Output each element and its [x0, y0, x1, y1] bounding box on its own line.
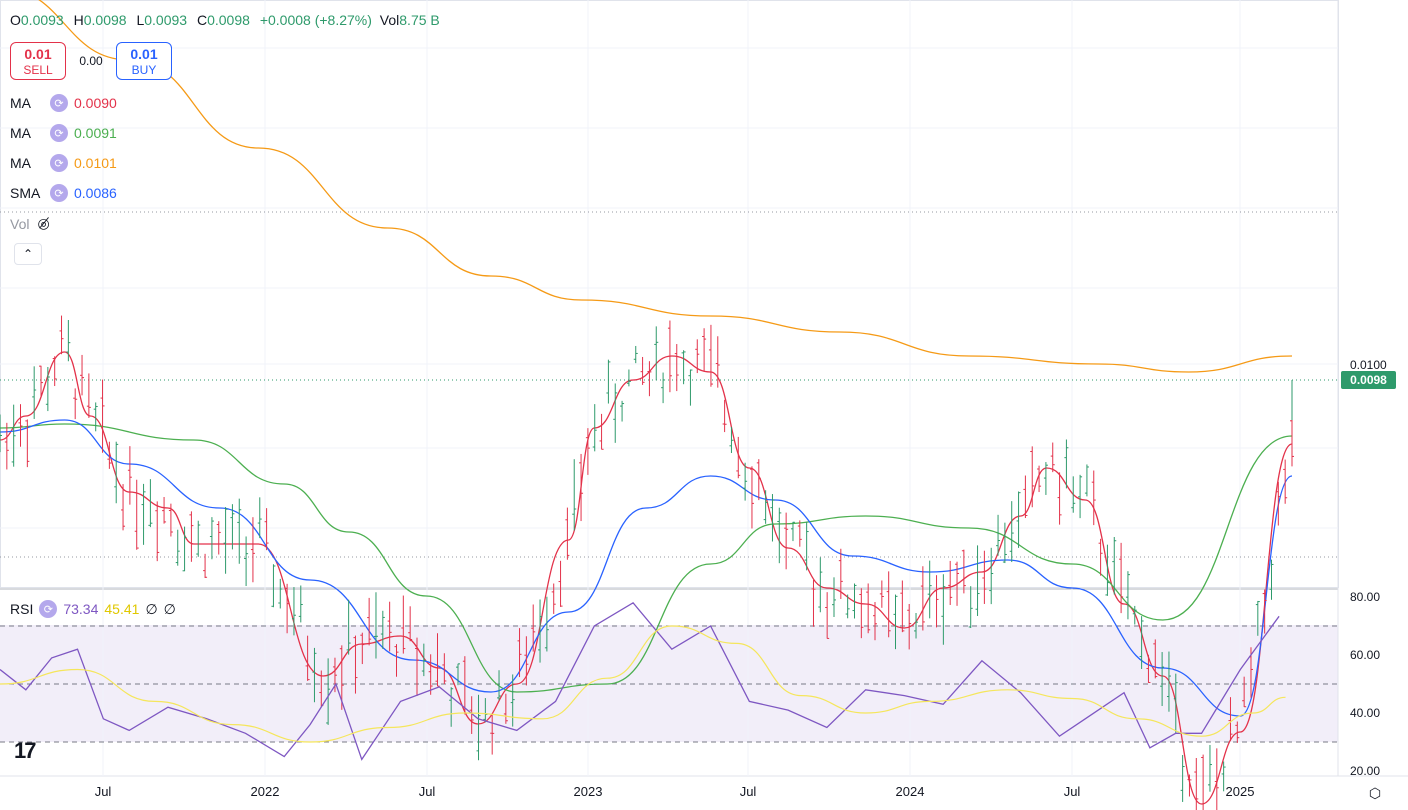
rsi-axis-label: 60.00 [1350, 648, 1380, 662]
sell-button[interactable]: 0.01 SELL [10, 42, 66, 80]
buy-button[interactable]: 0.01 BUY [116, 42, 172, 80]
settings-icon[interactable]: ⬡ [1368, 785, 1382, 801]
refresh-icon[interactable]: ⟳ [50, 124, 68, 142]
close-label: C [196, 12, 208, 28]
time-axis-label: Jul [95, 784, 112, 799]
rsi-axis-label: 40.00 [1350, 706, 1380, 720]
indicator-value: 0.0090 [74, 95, 117, 111]
rsi-line [0, 601, 1280, 761]
rsi-ma-value: 45.41 [104, 601, 140, 617]
refresh-icon[interactable]: ⟳ [50, 184, 68, 202]
indicator-name: MA [10, 125, 31, 141]
indicator-sma[interactable]: SMA ⟳ 0.0086 [10, 184, 117, 202]
price-axis-label: 0.0100 [1350, 358, 1387, 372]
refresh-icon[interactable]: ⟳ [50, 94, 68, 112]
sell-price: 0.01 [24, 46, 52, 62]
chevron-up-icon: ⌃ [22, 247, 34, 261]
indicator-value: 0.0101 [74, 155, 117, 171]
time-axis-label: Jul [419, 784, 436, 799]
ma-line-ma [0, 351, 1293, 805]
vol-value: 8.75 B [399, 12, 440, 28]
change-value: +0.0008 (+8.27%) [259, 12, 372, 28]
rsi-name: RSI [10, 601, 34, 617]
buy-label: BUY [131, 63, 157, 77]
indicator-value: 0.0091 [74, 125, 117, 141]
buy-price: 0.01 [130, 46, 158, 62]
ohlc-legend: O0.0093 H0.0098 L0.0093 C0.0098 +0.0008 … [10, 12, 446, 28]
volume-label: Vol [10, 215, 30, 232]
indicator-ma-3[interactable]: MA ⟳ 0.0101 [10, 154, 117, 172]
rsi-extra-1: ∅ [145, 600, 158, 617]
time-axis-label: Jul [740, 784, 757, 799]
collapse-legend-button[interactable]: ⌃ [14, 243, 42, 265]
sell-label: SELL [23, 63, 53, 77]
indicator-ma-2[interactable]: MA ⟳ 0.0091 [10, 124, 117, 142]
rsi-legend[interactable]: RSI ⟳ 73.34 45.41 ∅ ∅ [10, 600, 176, 618]
close-value: 0.0098 [207, 12, 250, 28]
low-value: 0.0093 [144, 12, 188, 28]
time-axis-label: Jul [1064, 784, 1081, 799]
indicator-name: MA [10, 155, 31, 171]
indicator-value: 0.0086 [74, 185, 117, 201]
trade-panel: 0.01 SELL 0.00 0.01 BUY [10, 42, 172, 80]
current-price-tag: 0.0098 [1341, 371, 1396, 389]
indicator-name: SMA [10, 185, 41, 201]
rsi-extra-2: ∅ [163, 600, 176, 617]
rsi-value: 73.34 [63, 601, 99, 617]
time-axis-label: 2022 [251, 784, 280, 799]
refresh-icon[interactable]: ⟳ [39, 600, 58, 618]
ma-line-ma [0, 423, 1293, 693]
ma-line-sma [0, 419, 1293, 717]
tradingview-logo: 17 [14, 738, 37, 763]
vol-label: Vol [379, 12, 400, 28]
indicator-name: MA [10, 95, 31, 111]
high-label: H [73, 12, 84, 28]
indicator-ma-1[interactable]: MA ⟳ 0.0090 [10, 94, 117, 112]
rsi-axis-label: 80.00 [1350, 590, 1380, 604]
rsi-ma-line [0, 625, 1286, 743]
volume-legend[interactable]: Vol ◎̸ [10, 215, 50, 232]
time-axis-label: 2024 [896, 784, 925, 799]
low-label: L [136, 12, 145, 28]
open-label: O [10, 12, 21, 28]
refresh-icon[interactable]: ⟳ [50, 154, 68, 172]
rsi-axis-label: 20.00 [1350, 764, 1380, 778]
spread-value: 0.00 [79, 54, 103, 68]
ma-line-ma [38, 0, 1293, 373]
time-axis-label: 2025 [1226, 784, 1255, 799]
high-value: 0.0098 [83, 12, 127, 28]
open-value: 0.0093 [20, 12, 64, 28]
time-axis-label: 2023 [574, 784, 603, 799]
eye-off-icon[interactable]: ◎̸ [37, 215, 50, 231]
